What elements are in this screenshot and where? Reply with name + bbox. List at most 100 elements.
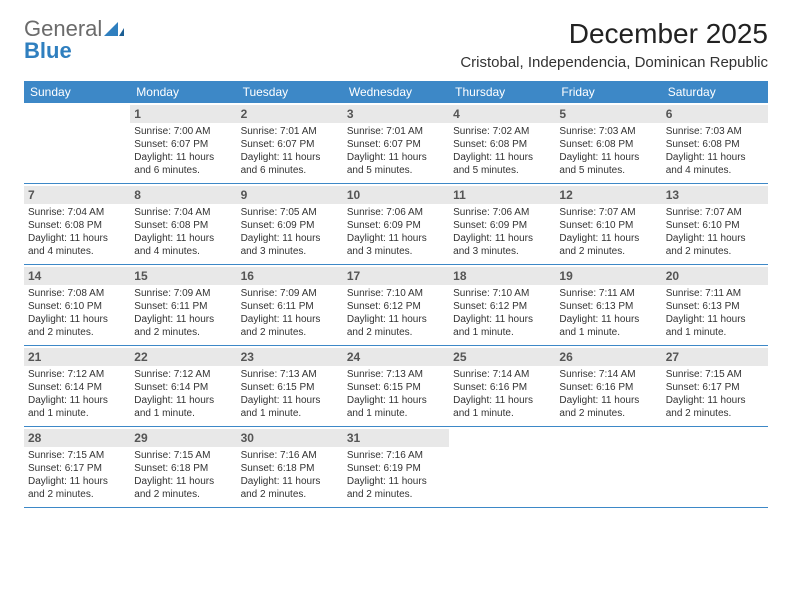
daylight-text: Daylight: 11 hours and 2 minutes.: [28, 313, 126, 339]
day-number: 25: [449, 348, 555, 366]
day-number: 11: [449, 186, 555, 204]
daylight-text: Daylight: 11 hours and 6 minutes.: [134, 151, 232, 177]
sunrise-text: Sunrise: 7:03 AM: [666, 125, 764, 138]
sunset-text: Sunset: 6:19 PM: [347, 462, 445, 475]
day-cell: 6Sunrise: 7:03 AMSunset: 6:08 PMDaylight…: [662, 103, 768, 183]
sunset-text: Sunset: 6:18 PM: [241, 462, 339, 475]
day-info: Sunrise: 7:08 AMSunset: 6:10 PMDaylight:…: [28, 287, 126, 339]
day-info: Sunrise: 7:02 AMSunset: 6:08 PMDaylight:…: [453, 125, 551, 177]
daylight-text: Daylight: 11 hours and 4 minutes.: [28, 232, 126, 258]
day-cell: 15 Sunrise: 7:09 AMSunset: 6:11 PMDayligh…: [130, 265, 236, 345]
day-number: 10: [343, 186, 449, 204]
sunrise-text: Sunrise: 7:04 AM: [134, 206, 232, 219]
day-number: 3: [343, 105, 449, 123]
week-row: 28Sunrise: 7:15 AMSunset: 6:17 PMDayligh…: [24, 427, 768, 508]
daylight-text: Daylight: 11 hours and 5 minutes.: [453, 151, 551, 177]
sunrise-text: Sunrise: 7:00 AM: [134, 125, 232, 138]
daylight-text: Daylight: 11 hours and 1 minute.: [134, 394, 232, 420]
day-number: 23: [237, 348, 343, 366]
sunset-text: Sunset: 6:11 PM: [241, 300, 339, 313]
sunset-text: Sunset: 6:13 PM: [666, 300, 764, 313]
sunset-text: Sunset: 6:16 PM: [453, 381, 551, 394]
day-cell: 27Sunrise: 7:15 AMSunset: 6:17 PMDayligh…: [662, 346, 768, 426]
sunset-text: Sunset: 6:14 PM: [134, 381, 232, 394]
sunrise-text: Sunrise: 7:11 AM: [666, 287, 764, 300]
day-number: 15: [130, 267, 236, 285]
day-info: Sunrise: 7:06 AMSunset: 6:09 PMDaylight:…: [453, 206, 551, 258]
daylight-text: Daylight: 11 hours and 3 minutes.: [241, 232, 339, 258]
weekday-header: Sunday: [24, 81, 130, 103]
day-info: Sunrise: 7:13 AMSunset: 6:15 PMDaylight:…: [241, 368, 339, 420]
week-row: 21Sunrise: 7:12 AMSunset: 6:14 PMDayligh…: [24, 346, 768, 427]
sunrise-text: Sunrise: 7:03 AM: [559, 125, 657, 138]
sunrise-text: Sunrise: 7:01 AM: [241, 125, 339, 138]
daylight-text: Daylight: 11 hours and 1 minute.: [347, 394, 445, 420]
daylight-text: Daylight: 11 hours and 1 minute.: [453, 313, 551, 339]
day-number: 1: [130, 105, 236, 123]
day-cell: 12 Sunrise: 7:07 AMSunset: 6:10 PMDayligh…: [555, 184, 661, 264]
daylight-text: Daylight: 11 hours and 1 minute.: [28, 394, 126, 420]
day-info: Sunrise: 7:10 AMSunset: 6:12 PMDaylight:…: [347, 287, 445, 339]
day-info: Sunrise: 7:09 AMSunset: 6:11 PMDaylight:…: [134, 287, 232, 339]
sunset-text: Sunset: 6:12 PM: [453, 300, 551, 313]
sunset-text: Sunset: 6:07 PM: [241, 138, 339, 151]
day-number: 24: [343, 348, 449, 366]
day-cell: .: [555, 427, 661, 507]
daylight-text: Daylight: 11 hours and 2 minutes.: [666, 394, 764, 420]
day-number: 29: [130, 429, 236, 447]
day-info: Sunrise: 7:07 AMSunset: 6:10 PMDaylight:…: [559, 206, 657, 258]
day-info: Sunrise: 7:12 AMSunset: 6:14 PMDaylight:…: [134, 368, 232, 420]
weeks-container: . 1 Sunrise: 7:00 AM Sunset: 6:07 PM Dayligh…: [24, 103, 768, 508]
sunrise-text: Sunrise: 7:10 AM: [453, 287, 551, 300]
daylight-text: Daylight: 11 hours and 5 minutes.: [559, 151, 657, 177]
brand-logo: GeneralBlue: [24, 18, 124, 62]
sunrise-text: Sunrise: 7:14 AM: [453, 368, 551, 381]
day-cell: 21Sunrise: 7:12 AMSunset: 6:14 PMDayligh…: [24, 346, 130, 426]
sunset-text: Sunset: 6:15 PM: [241, 381, 339, 394]
day-number: 22: [130, 348, 236, 366]
sunrise-text: Sunrise: 7:13 AM: [347, 368, 445, 381]
day-number: 14: [24, 267, 130, 285]
sunrise-text: Sunrise: 7:13 AM: [241, 368, 339, 381]
sunset-text: Sunset: 6:10 PM: [559, 219, 657, 232]
day-info: Sunrise: 7:15 AMSunset: 6:18 PMDaylight:…: [134, 449, 232, 501]
location-text: Cristobal, Independencia, Dominican Repu…: [460, 54, 768, 71]
daylight-text: Daylight: 11 hours and 2 minutes.: [28, 475, 126, 501]
sunrise-text: Sunrise: 7:02 AM: [453, 125, 551, 138]
sail-icon: [104, 18, 124, 40]
day-info: Sunrise: 7:14 AMSunset: 6:16 PMDaylight:…: [559, 368, 657, 420]
sunset-text: Sunset: 6:08 PM: [559, 138, 657, 151]
sunrise-text: Sunrise: 7:12 AM: [134, 368, 232, 381]
weekday-header: Thursday: [449, 81, 555, 103]
day-number: 4: [449, 105, 555, 123]
page-header: GeneralBlue December 2025 Cristobal, Ind…: [24, 18, 768, 71]
sunrise-text: Sunrise: 7:08 AM: [28, 287, 126, 300]
daylight-text: Daylight: 11 hours and 2 minutes.: [666, 232, 764, 258]
sunset-text: Sunset: 6:13 PM: [559, 300, 657, 313]
day-cell: 22 Sunrise: 7:12 AMSunset: 6:14 PMDayligh…: [130, 346, 236, 426]
brand-text: GeneralBlue: [24, 18, 124, 62]
sunset-text: Sunset: 6:08 PM: [453, 138, 551, 151]
day-number: 19: [555, 267, 661, 285]
sunrise-text: Sunrise: 7:07 AM: [666, 206, 764, 219]
daylight-text: Daylight: 11 hours and 2 minutes.: [241, 313, 339, 339]
weekday-header: Tuesday: [237, 81, 343, 103]
weekday-header: Wednesday: [343, 81, 449, 103]
day-cell: 18Sunrise: 7:10 AMSunset: 6:12 PMDayligh…: [449, 265, 555, 345]
day-info: Sunrise: 7:09 AMSunset: 6:11 PMDaylight:…: [241, 287, 339, 339]
day-cell: .: [662, 427, 768, 507]
day-number: 31: [343, 429, 449, 447]
daylight-text: Daylight: 11 hours and 1 minute.: [559, 313, 657, 339]
day-number: 27: [662, 348, 768, 366]
week-row: 14 Sunrise: 7:08 AMSunset: 6:10 PMDayligh…: [24, 265, 768, 346]
day-cell: 23 Sunrise: 7:13 AMSunset: 6:15 PMDayligh…: [237, 346, 343, 426]
sunset-text: Sunset: 6:18 PM: [134, 462, 232, 475]
sunrise-text: Sunrise: 7:16 AM: [241, 449, 339, 462]
day-cell: 8Sunrise: 7:04 AMSunset: 6:08 PMDaylight…: [130, 184, 236, 264]
day-number: 30: [237, 429, 343, 447]
day-number: 12: [555, 186, 661, 204]
day-number: 2: [237, 105, 343, 123]
day-cell: 10Sunrise: 7:06 AMSunset: 6:09 PMDayligh…: [343, 184, 449, 264]
sunset-text: Sunset: 6:07 PM: [347, 138, 445, 151]
weekday-header: Saturday: [662, 81, 768, 103]
